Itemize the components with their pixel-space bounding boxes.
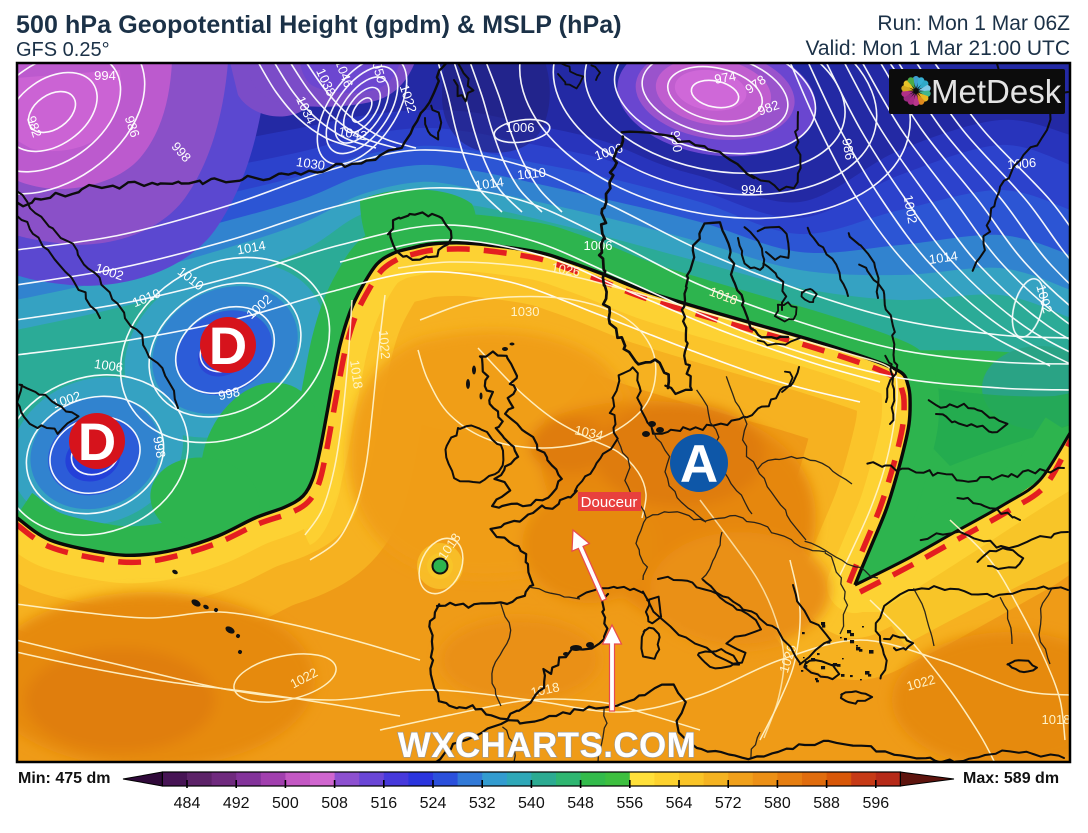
svg-text:1022: 1022 (905, 672, 937, 694)
svg-text:1014: 1014 (474, 174, 505, 193)
svg-text:1002: 1002 (1033, 283, 1055, 315)
svg-text:998: 998 (217, 384, 241, 403)
svg-text:986: 986 (122, 114, 143, 139)
svg-text:974: 974 (713, 68, 737, 87)
svg-text:1030: 1030 (295, 154, 326, 173)
svg-text:982: 982 (24, 114, 45, 139)
svg-text:D: D (209, 317, 247, 376)
svg-text:1010: 1010 (516, 165, 546, 183)
svg-text:1034: 1034 (573, 422, 604, 443)
svg-text:1006: 1006 (584, 238, 613, 253)
svg-text:1026: 1026 (550, 260, 581, 280)
svg-text:998: 998 (150, 435, 169, 459)
svg-text:982: 982 (756, 97, 782, 119)
svg-text:1014: 1014 (928, 248, 959, 267)
svg-text:Douceur: Douceur (581, 494, 638, 511)
svg-text:1014: 1014 (236, 238, 267, 258)
svg-text:1018: 1018 (347, 359, 366, 390)
svg-text:MetDesk: MetDesk (931, 73, 1062, 110)
svg-text:994: 994 (94, 68, 116, 83)
svg-text:1018: 1018 (1042, 712, 1071, 727)
svg-text:1006: 1006 (93, 356, 124, 375)
svg-text:986: 986 (839, 137, 858, 161)
svg-text:A: A (680, 435, 718, 494)
svg-text:1006: 1006 (506, 120, 535, 135)
svg-text:994: 994 (741, 182, 763, 197)
svg-text:WXCHARTS.COM: WXCHARTS.COM (398, 726, 696, 765)
svg-text:D: D (78, 413, 116, 472)
svg-text:1042: 1042 (337, 124, 368, 144)
svg-text:1030: 1030 (511, 304, 540, 319)
svg-text:1018: 1018 (529, 679, 560, 700)
svg-text:1002: 1002 (901, 194, 921, 225)
svg-text:1022: 1022 (376, 330, 393, 360)
